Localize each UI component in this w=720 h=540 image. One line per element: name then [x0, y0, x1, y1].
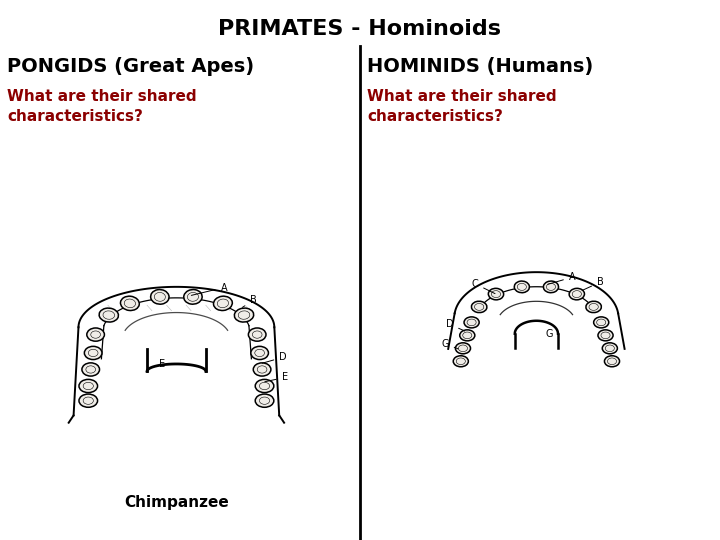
- Ellipse shape: [514, 281, 529, 293]
- Text: D: D: [262, 352, 287, 363]
- Ellipse shape: [570, 288, 585, 300]
- Text: E: E: [265, 373, 288, 382]
- Text: PONGIDS (Great Apes): PONGIDS (Great Apes): [7, 57, 254, 76]
- Ellipse shape: [586, 301, 601, 313]
- Ellipse shape: [593, 317, 608, 328]
- Text: D: D: [446, 319, 464, 331]
- Ellipse shape: [82, 363, 99, 376]
- Ellipse shape: [454, 356, 469, 367]
- Text: What are their shared
characteristics?: What are their shared characteristics?: [7, 89, 197, 124]
- Text: PRIMATES - Hominoids: PRIMATES - Hominoids: [218, 19, 502, 39]
- Text: E: E: [159, 359, 166, 369]
- Ellipse shape: [184, 289, 202, 304]
- Ellipse shape: [460, 330, 475, 341]
- Ellipse shape: [87, 328, 104, 341]
- Ellipse shape: [120, 296, 139, 310]
- Text: A: A: [192, 282, 227, 295]
- Ellipse shape: [544, 281, 559, 293]
- Text: HOMINIDS (Humans): HOMINIDS (Humans): [367, 57, 593, 76]
- Ellipse shape: [456, 343, 471, 354]
- Ellipse shape: [150, 289, 169, 304]
- Ellipse shape: [248, 328, 266, 341]
- Ellipse shape: [603, 343, 618, 354]
- Ellipse shape: [464, 317, 480, 328]
- Text: What are their shared
characteristics?: What are their shared characteristics?: [367, 89, 557, 124]
- Text: Chimpanzee: Chimpanzee: [124, 495, 229, 510]
- Ellipse shape: [84, 346, 102, 360]
- Ellipse shape: [488, 288, 503, 300]
- Text: A: A: [548, 272, 575, 285]
- Ellipse shape: [99, 308, 119, 322]
- Ellipse shape: [598, 330, 613, 341]
- Ellipse shape: [255, 380, 274, 393]
- Ellipse shape: [251, 346, 269, 360]
- Ellipse shape: [79, 394, 98, 407]
- Text: B: B: [243, 295, 256, 307]
- Ellipse shape: [255, 394, 274, 407]
- Ellipse shape: [472, 301, 487, 313]
- Ellipse shape: [253, 363, 271, 376]
- Text: G: G: [545, 329, 552, 339]
- Ellipse shape: [79, 380, 98, 393]
- Ellipse shape: [605, 356, 619, 367]
- Text: C: C: [472, 279, 495, 294]
- Ellipse shape: [234, 308, 253, 322]
- Text: B: B: [582, 277, 603, 291]
- Text: G: G: [441, 339, 458, 349]
- Ellipse shape: [214, 296, 233, 310]
